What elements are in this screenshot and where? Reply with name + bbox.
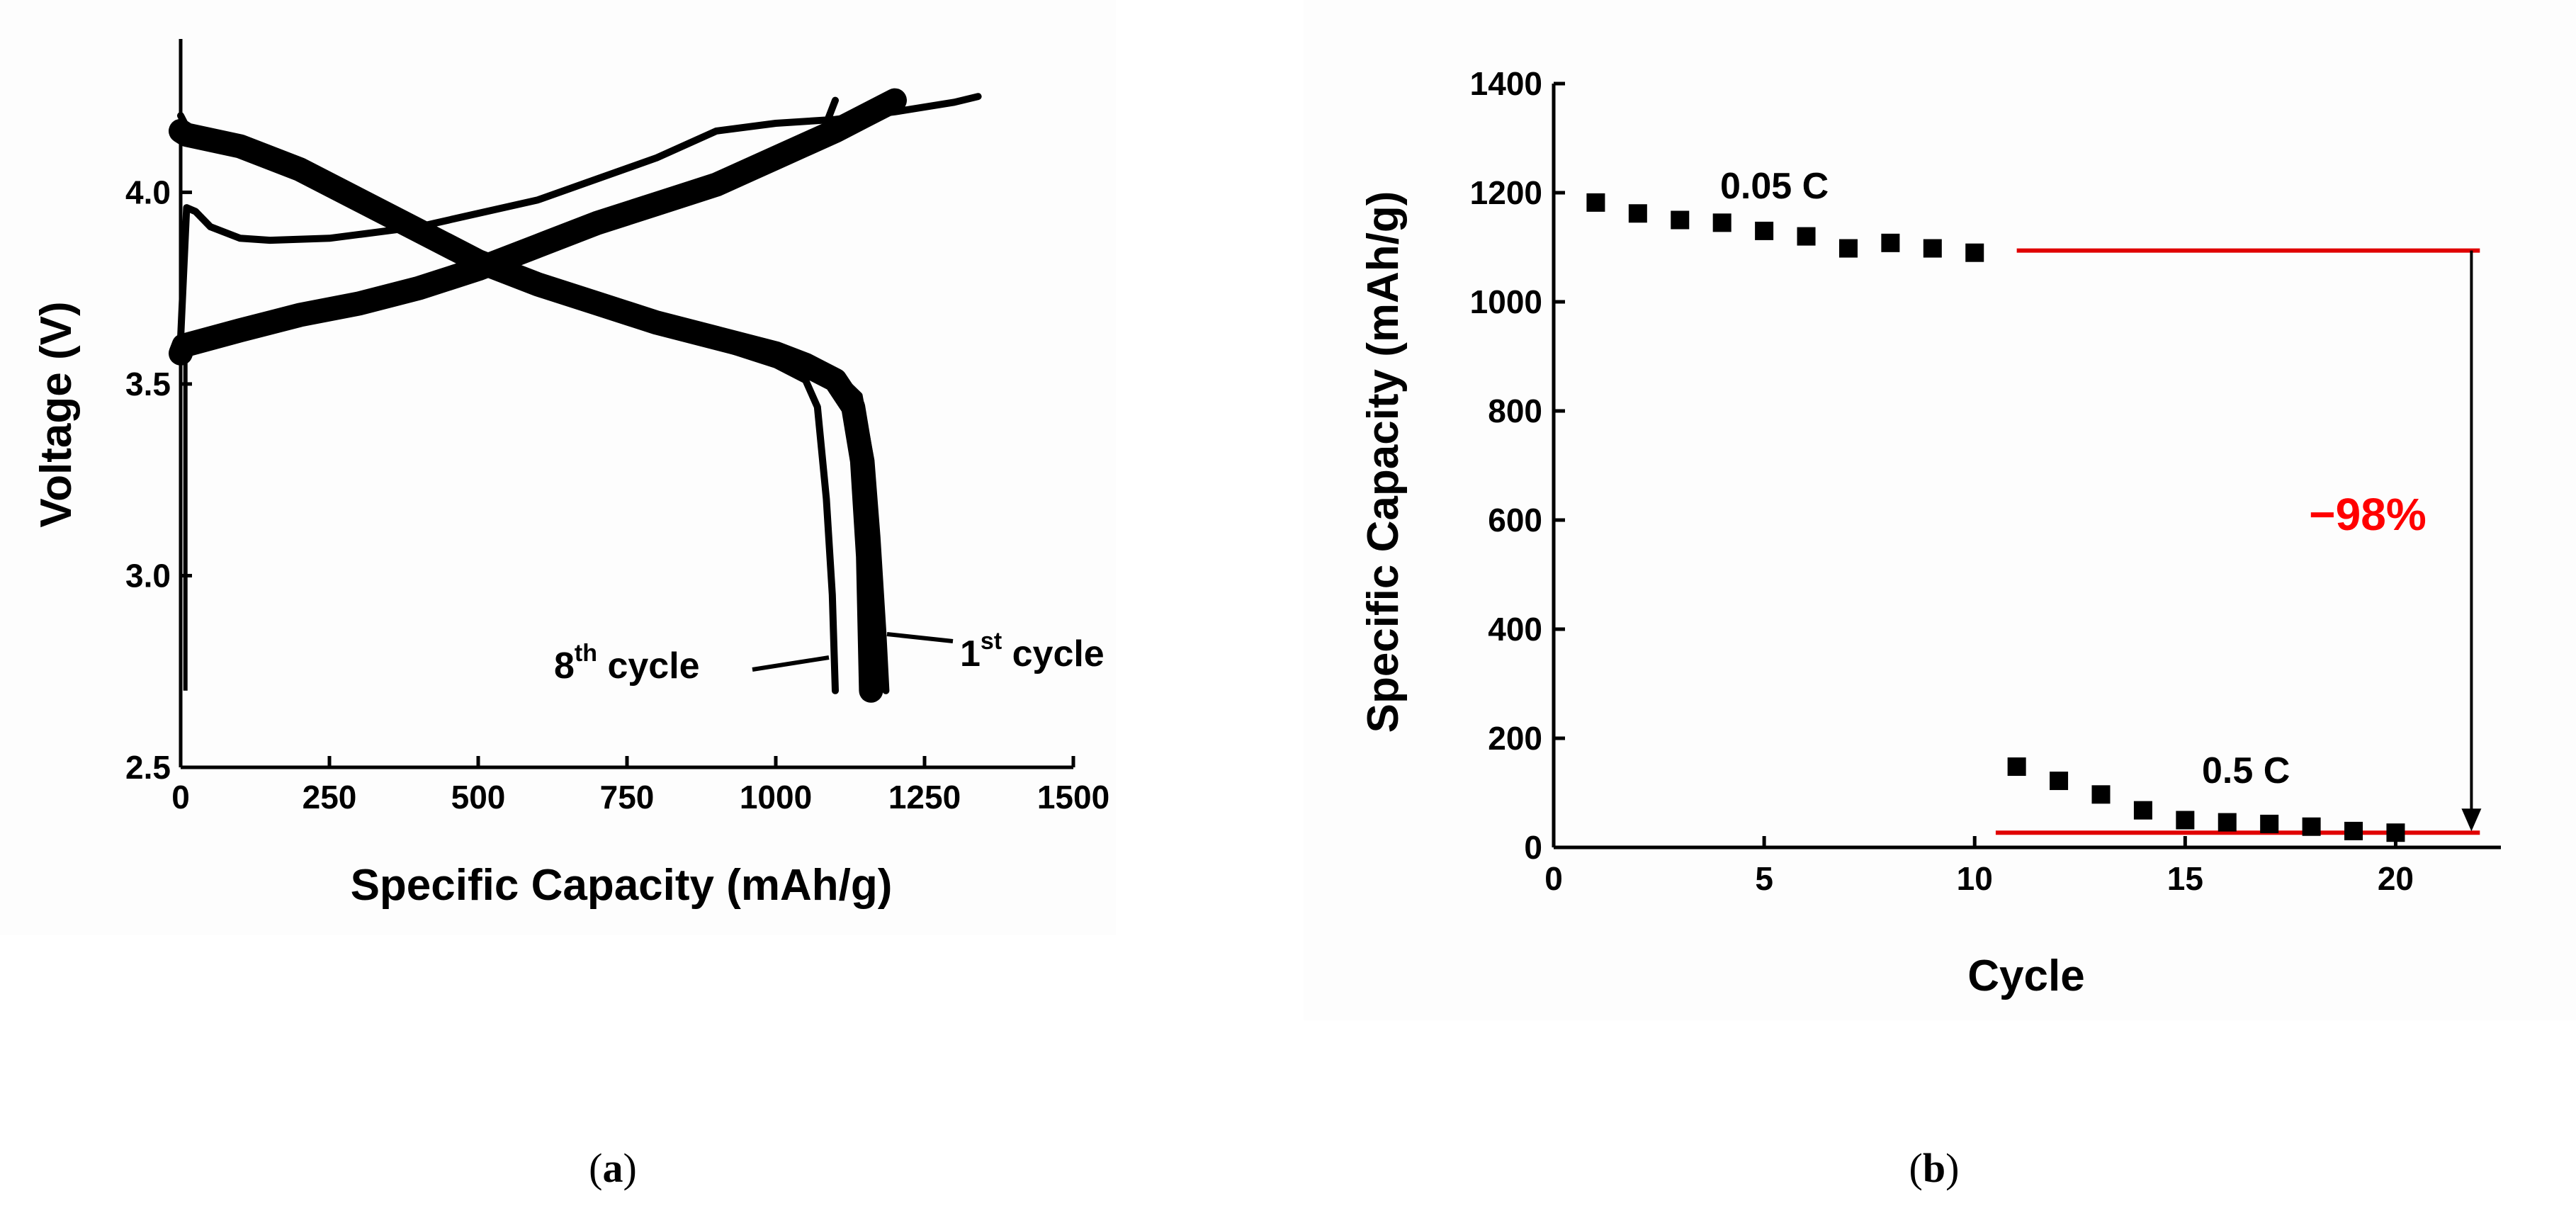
subfigure-letter-b: b (1923, 1145, 1945, 1191)
panel-b-y-tick-label: 400 (1488, 611, 1542, 648)
panel-b-y-tick-label: 200 (1488, 720, 1542, 757)
panel-a-y-tick-label: 4.0 (125, 174, 171, 210)
panel-b-arrow-head (2461, 808, 2482, 832)
panel-a-x-tick-label: 1000 (740, 779, 812, 816)
panel-b-y-tick-label: 1000 (1470, 283, 1542, 320)
panel-b-x-tick-label: 20 (2378, 860, 2414, 897)
panel-b-point-high-rate (1923, 239, 1942, 258)
panel-a-chart: 0 250 500 750 1000 1250 1500 2.5 3.0 3.5 4.0 Speci… (32, 39, 1109, 910)
panel-a-x-tick-label: 1500 (1037, 779, 1109, 816)
panel-a-x-tick-label: 750 (600, 779, 655, 816)
panel-a-x-tick-label: 250 (303, 779, 357, 816)
panel-b-y-tick-label: 800 (1488, 393, 1542, 429)
panel-a-curve-6 (177, 131, 839, 694)
subfigure-label-b: (b) (1909, 1145, 1960, 1191)
panel-a-y-tick-label: 2.5 (125, 749, 171, 786)
panel-b-point-high-rate (1712, 213, 1732, 232)
panel-a-y-tick-label: 3.0 (125, 557, 171, 594)
panel-a-x-tick-label: 0 (171, 779, 190, 816)
panel-b-point-low-rate (2091, 785, 2111, 804)
panel-b-reference-lines (1995, 248, 2482, 835)
panel-b-x-tick-label: 10 (1957, 860, 1993, 897)
panel-b-background (1304, 0, 2576, 1020)
first-cycle-suffix: st (981, 628, 1002, 655)
subfigure-label-a: (a) (589, 1145, 637, 1191)
eighth-cycle-number: 8 (554, 645, 575, 687)
panel-b-point-low-rate (2302, 817, 2321, 836)
panel-a-y-axis-title: Voltage (V) (32, 301, 81, 527)
panel-a-eighth-cycle-pointer (752, 655, 830, 672)
panel-a-curve-5 (177, 96, 839, 357)
panel-b-point-low-rate (2007, 757, 2026, 777)
panel-b-x-tick-label: 15 (2167, 860, 2203, 897)
panel-b-x-axis-title: Cycle (1967, 952, 2084, 1000)
panel-b-rate-low-label: 0.5 C (2202, 750, 2290, 791)
panel-b-point-low-rate (2050, 772, 2069, 791)
panel-b-point-low-rate (2133, 801, 2152, 820)
panel-b-point-low-rate (2218, 813, 2237, 832)
panel-a-eighth-cycle-label: 8th cycle (554, 640, 700, 687)
subfigure-letter-a: a (603, 1145, 623, 1191)
eighth-cycle-word: cycle (597, 645, 700, 687)
panel-a-curve-4 (169, 118, 883, 703)
panel-a-first-cycle-label: 1st cycle (960, 628, 1105, 675)
panel-b-y-tick-label: 0 (1524, 829, 1542, 866)
panel-a-x-tick-label: 1250 (888, 779, 961, 816)
panel-b-point-high-rate (1881, 233, 1900, 252)
panel-a-curves (169, 88, 982, 703)
panel-a-first-cycle-pointer (886, 632, 954, 643)
panel-a-axes: 0 250 500 750 1000 1250 1500 2.5 3.0 3.5 4.0 (125, 39, 1109, 816)
panel-b-point-high-rate (1965, 243, 1984, 262)
panel-b-y-tick-label: 1200 (1470, 174, 1542, 211)
panel-b-point-low-rate (2176, 811, 2195, 830)
panel-b-point-high-rate (1797, 227, 1816, 246)
first-cycle-word: cycle (1002, 633, 1105, 675)
panel-b-y-tick-label: 1400 (1470, 65, 1542, 102)
panel-b-point-low-rate (2344, 821, 2363, 840)
panel-b-point-low-rate (2260, 814, 2279, 833)
panel-a-curve-3 (169, 88, 907, 366)
panel-b-y-axis-title: Specific Capacity (mAh/g) (1359, 191, 1408, 733)
panel-b-points (1586, 193, 2405, 842)
panel-b-capacity-loss-label: −98% (2309, 489, 2426, 540)
panel-b-x-tick-label: 5 (1755, 860, 1773, 897)
panel-b-x-tick-label: 0 (1544, 860, 1563, 897)
panel-a-x-tick-label: 500 (451, 779, 506, 816)
panel-b-point-high-rate (1671, 210, 1690, 230)
panel-b-rate-high-label: 0.05 C (1720, 166, 1829, 207)
panel-b-point-high-rate (1755, 221, 1774, 240)
panel-b-point-high-rate (1586, 193, 1605, 212)
panel-b-point-low-rate (2386, 823, 2405, 842)
panel-b-point-high-rate (1838, 239, 1858, 258)
eighth-cycle-suffix: th (575, 640, 597, 667)
panel-b-y-tick-label: 600 (1488, 502, 1542, 538)
panel-a-x-axis-title: Specific Capacity (mAh/g) (351, 861, 893, 910)
panel-a-y-tick-label: 3.5 (125, 366, 171, 402)
panel-b-point-high-rate (1628, 204, 1647, 223)
first-cycle-number: 1 (960, 633, 981, 675)
